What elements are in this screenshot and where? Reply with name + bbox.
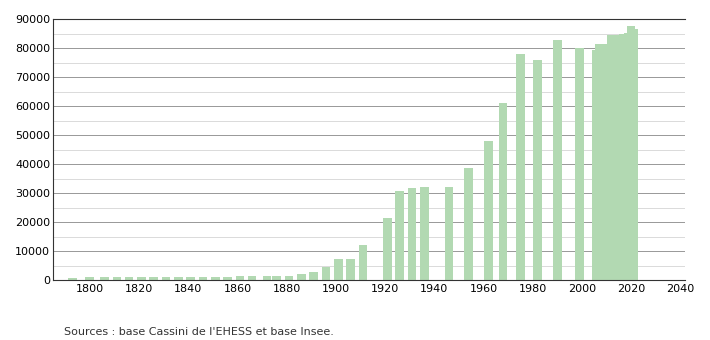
Bar [199, 277, 207, 280]
Bar [607, 35, 616, 280]
Bar [211, 277, 219, 280]
Bar [619, 34, 628, 280]
Bar [383, 218, 392, 280]
Bar [627, 26, 635, 280]
Bar [162, 277, 170, 280]
Bar [174, 277, 182, 280]
Bar [236, 276, 244, 280]
Bar [68, 278, 77, 280]
Bar [444, 187, 453, 280]
Bar [609, 35, 618, 280]
Bar [605, 44, 613, 280]
Bar [85, 277, 94, 280]
Bar [516, 54, 525, 280]
Bar [533, 59, 542, 280]
Bar [322, 267, 330, 280]
Bar [614, 35, 623, 280]
Bar [137, 277, 146, 280]
Bar [297, 274, 306, 280]
Bar [273, 276, 281, 280]
Bar [602, 44, 611, 280]
Bar [100, 277, 109, 280]
Bar [553, 40, 562, 280]
Bar [420, 187, 429, 280]
Bar [592, 50, 601, 280]
Bar [617, 35, 626, 280]
Bar [285, 276, 293, 280]
Text: Sources : base Cassini de l'EHESS et base Insee.: Sources : base Cassini de l'EHESS et bas… [64, 327, 334, 337]
Bar [125, 277, 133, 280]
Bar [499, 103, 508, 280]
Bar [263, 276, 271, 280]
Bar [395, 191, 404, 280]
Bar [408, 188, 416, 280]
Bar [624, 33, 633, 280]
Bar [622, 34, 630, 280]
Bar [359, 245, 367, 280]
Bar [186, 277, 195, 280]
Bar [600, 45, 608, 280]
Bar [575, 48, 584, 280]
Bar [248, 276, 256, 280]
Bar [150, 277, 158, 280]
Bar [629, 29, 638, 280]
Bar [310, 272, 318, 280]
Bar [113, 277, 121, 280]
Bar [597, 45, 606, 280]
Bar [346, 259, 355, 280]
Bar [612, 35, 621, 280]
Bar [464, 168, 473, 280]
Bar [334, 259, 343, 280]
Bar [595, 44, 604, 280]
Bar [484, 141, 493, 280]
Bar [223, 277, 232, 280]
